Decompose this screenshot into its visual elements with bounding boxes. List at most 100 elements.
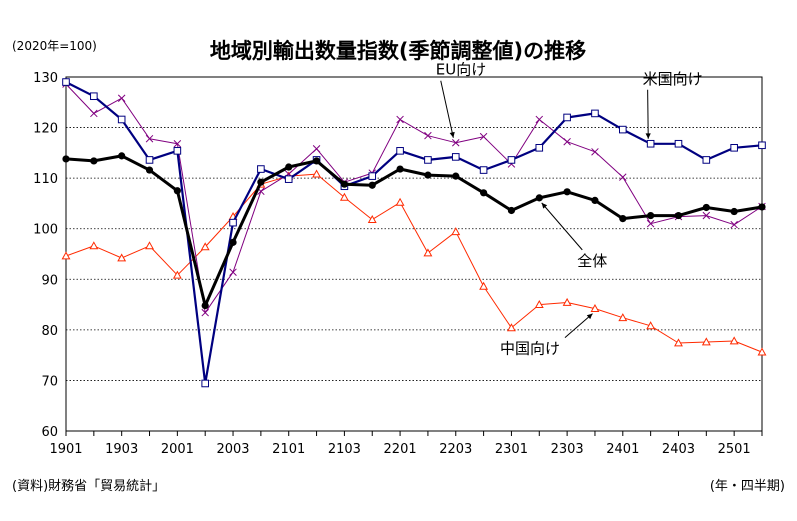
series-label: 全体 bbox=[577, 252, 607, 270]
data-point bbox=[535, 194, 543, 202]
data-point bbox=[229, 238, 237, 246]
data-point bbox=[590, 303, 600, 312]
data-point bbox=[201, 301, 209, 310]
data-point bbox=[619, 215, 627, 223]
period-note: (年・四半期) bbox=[710, 479, 785, 494]
data-point bbox=[89, 241, 99, 250]
series-0 bbox=[62, 152, 766, 310]
data-point bbox=[201, 379, 209, 388]
data-point bbox=[506, 323, 516, 332]
x-tick-label: 2103 bbox=[328, 442, 361, 457]
data-point bbox=[340, 180, 348, 188]
data-point bbox=[452, 138, 460, 147]
y-tick-label: 90 bbox=[41, 273, 58, 288]
data-point bbox=[646, 139, 655, 148]
data-point bbox=[646, 321, 656, 330]
series-line bbox=[65, 83, 763, 314]
data-point bbox=[173, 147, 182, 155]
data-point bbox=[479, 281, 489, 290]
arrow-head bbox=[449, 131, 455, 138]
data-point bbox=[424, 156, 432, 164]
data-point bbox=[758, 203, 766, 211]
data-point bbox=[229, 268, 237, 276]
series-label: 米国向け bbox=[643, 70, 703, 88]
chart-title: 地域別輸出数量指数(季節調整値)の推移 bbox=[210, 39, 586, 63]
data-point bbox=[479, 166, 488, 174]
data-point bbox=[117, 115, 126, 124]
x-tick-label: 2401 bbox=[606, 442, 639, 457]
label-arrow bbox=[541, 202, 583, 251]
series-1 bbox=[62, 78, 766, 388]
label-arrow bbox=[647, 89, 649, 139]
data-point bbox=[730, 220, 738, 229]
data-point bbox=[480, 189, 488, 197]
x-tick-label: 2303 bbox=[551, 442, 584, 457]
data-point bbox=[452, 172, 460, 180]
data-point bbox=[368, 181, 376, 189]
data-point bbox=[396, 115, 404, 124]
data-point bbox=[285, 163, 293, 171]
data-point bbox=[702, 156, 711, 164]
data-point bbox=[62, 78, 70, 86]
data-point bbox=[117, 94, 126, 102]
data-point bbox=[118, 152, 126, 160]
data-point bbox=[395, 197, 405, 206]
data-point bbox=[117, 253, 127, 262]
arrow-head bbox=[645, 133, 651, 139]
data-point bbox=[674, 139, 683, 148]
data-point bbox=[257, 165, 265, 173]
data-point bbox=[451, 153, 460, 161]
data-point bbox=[90, 92, 98, 101]
data-point bbox=[619, 125, 627, 134]
data-point bbox=[563, 188, 571, 196]
data-point bbox=[312, 157, 321, 165]
y-tick-label: 80 bbox=[41, 324, 58, 339]
x-tick-label: 2201 bbox=[384, 442, 417, 457]
data-point bbox=[507, 206, 516, 215]
x-tick-label: 1903 bbox=[105, 442, 138, 457]
gridlines bbox=[66, 127, 762, 381]
data-point bbox=[534, 299, 544, 308]
label-arrow bbox=[440, 80, 454, 138]
data-point bbox=[200, 242, 210, 251]
x-tick-label: 2403 bbox=[662, 442, 695, 457]
data-point bbox=[424, 171, 432, 179]
data-point bbox=[535, 115, 544, 124]
data-point bbox=[563, 113, 571, 122]
y-tick-label: 120 bbox=[33, 122, 58, 137]
x-tick-label: 2001 bbox=[161, 442, 194, 457]
data-point bbox=[201, 308, 209, 317]
arrow-head bbox=[541, 202, 548, 209]
data-point bbox=[618, 313, 628, 322]
x-tick-label: 2301 bbox=[495, 442, 528, 457]
unit-note: (2020年=100) bbox=[12, 39, 97, 53]
data-point bbox=[563, 137, 571, 146]
data-point bbox=[702, 211, 711, 220]
data-point bbox=[701, 337, 711, 346]
data-point bbox=[145, 241, 154, 250]
series-label: EU向け bbox=[436, 61, 486, 79]
series-3 bbox=[61, 169, 767, 356]
series-line bbox=[65, 81, 763, 385]
data-point bbox=[591, 109, 599, 118]
arrow-head bbox=[586, 313, 593, 320]
series-line bbox=[65, 154, 763, 308]
x-tick-label: 2501 bbox=[718, 442, 751, 457]
data-point bbox=[479, 132, 488, 141]
y-tick-label: 130 bbox=[33, 71, 58, 86]
label-arrow bbox=[564, 313, 593, 338]
data-point bbox=[619, 173, 627, 181]
data-point bbox=[423, 248, 433, 257]
data-point bbox=[312, 169, 322, 178]
data-point bbox=[173, 140, 182, 148]
data-point bbox=[90, 109, 98, 118]
x-tick-label: 2101 bbox=[272, 442, 305, 457]
data-point bbox=[396, 165, 404, 173]
data-point bbox=[173, 187, 181, 195]
y-tick-label: 110 bbox=[33, 172, 58, 187]
data-point bbox=[312, 145, 321, 153]
x-tick-label: 2203 bbox=[439, 442, 472, 457]
data-point bbox=[90, 157, 98, 165]
data-point bbox=[674, 338, 683, 347]
